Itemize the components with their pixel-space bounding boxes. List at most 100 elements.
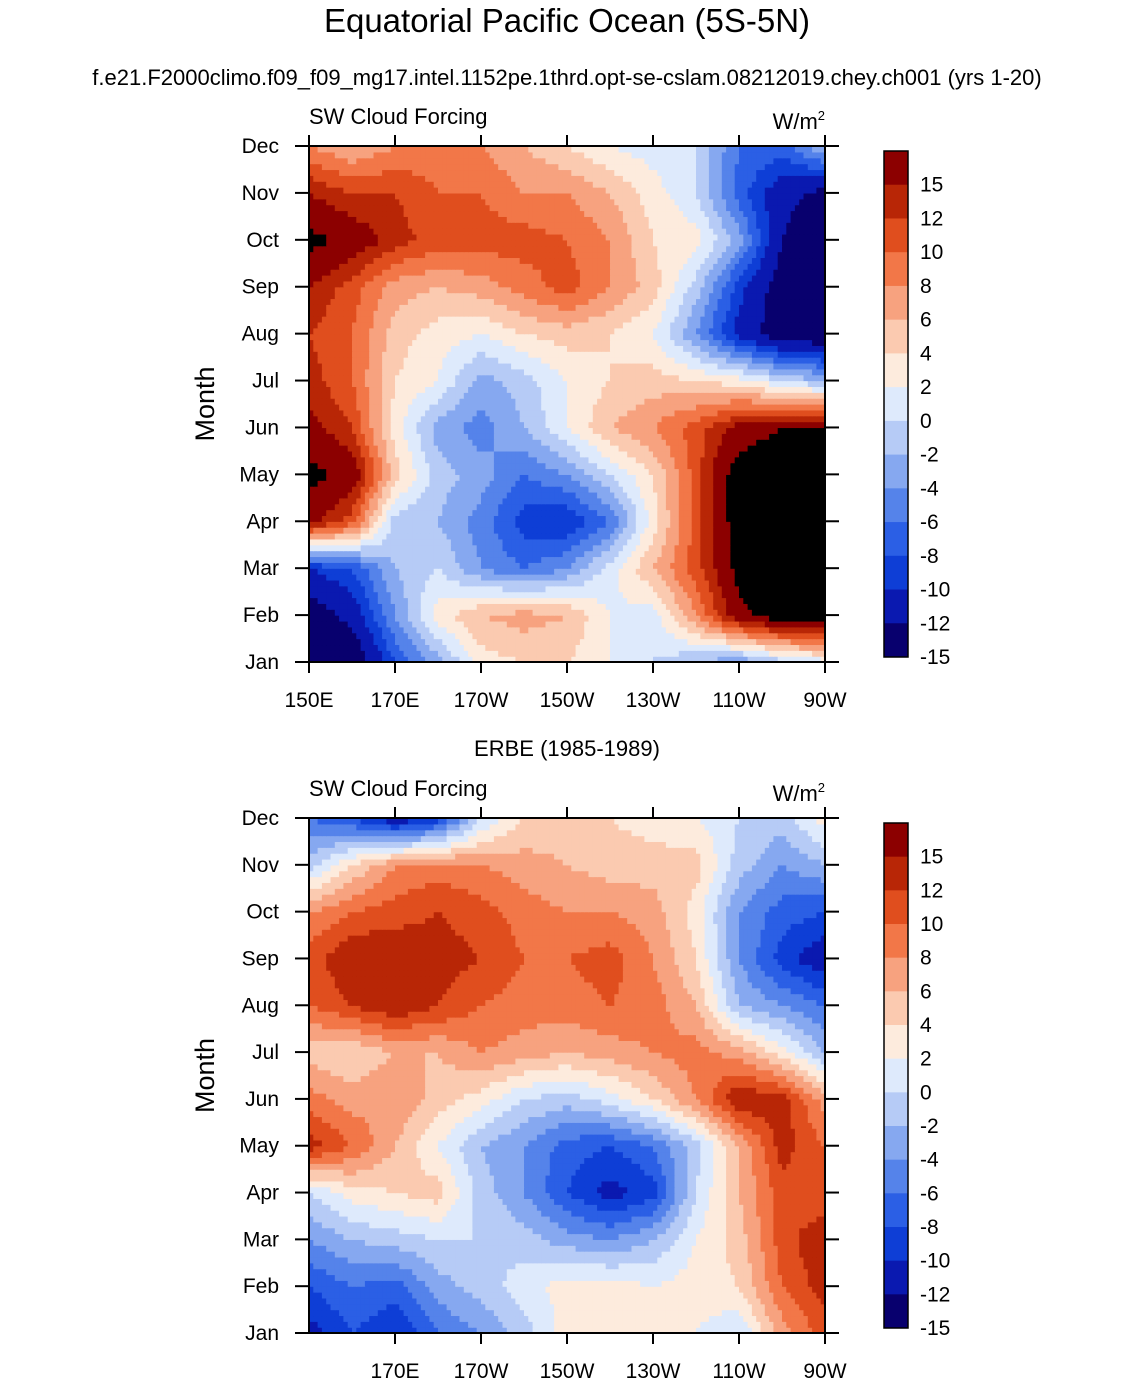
heatmap-cell (683, 439, 688, 446)
heatmap-cell (648, 603, 654, 610)
heatmap-cell (704, 544, 710, 552)
heatmap-cell (468, 503, 473, 511)
heatmap-cell (631, 556, 637, 563)
heatmap-cell (696, 491, 701, 499)
heatmap-cell (420, 421, 426, 429)
heatmap-cell (597, 562, 602, 569)
heatmap-cell (309, 474, 314, 481)
heatmap-cell (498, 609, 504, 616)
heatmap-cell (334, 603, 340, 610)
heatmap-cell (717, 556, 723, 563)
heatmap-cell (468, 538, 473, 546)
heatmap-cell (618, 491, 624, 499)
heatmap-cell (407, 562, 413, 569)
heatmap-cell (610, 480, 615, 487)
heatmap-cell (670, 638, 676, 646)
heatmap-cell (678, 527, 684, 534)
heatmap-cell (601, 474, 607, 481)
heatmap-cell (356, 480, 362, 487)
heatmap-cell (459, 456, 465, 464)
heatmap-cell (493, 474, 499, 481)
heatmap-cell (579, 638, 585, 646)
heatmap-cell (438, 486, 443, 493)
heatmap-cell (674, 503, 680, 511)
heatmap-cell (382, 515, 387, 522)
heatmap-cell (734, 591, 740, 599)
heatmap-cell (390, 533, 396, 540)
heatmap-cell (764, 462, 770, 470)
heatmap-cell (700, 439, 706, 446)
panel-1-title: f.e21.F2000climo.f09_f09_mg17.intel.1152… (92, 65, 1041, 90)
heatmap-cell (309, 433, 314, 440)
heatmap-cell (549, 462, 555, 470)
heatmap-cell (786, 515, 792, 522)
heatmap-cell (339, 638, 344, 646)
heatmap-cell (356, 615, 362, 622)
heatmap-cell (661, 644, 667, 651)
heatmap-cell (610, 626, 615, 634)
heatmap-cell (816, 585, 822, 593)
heatmap-cell (605, 480, 611, 487)
heatmap-cell (425, 533, 430, 540)
heatmap-cell (661, 579, 667, 587)
heatmap-cell (756, 644, 762, 651)
heatmap-cell (674, 597, 680, 604)
heatmap-cell (717, 644, 723, 651)
heatmap-cell (601, 497, 607, 505)
heatmap-cell (713, 632, 719, 640)
heatmap-cell (812, 562, 817, 569)
heatmap-cell (713, 656, 719, 662)
heatmap-cell (782, 609, 787, 616)
heatmap-cell (756, 527, 762, 534)
heatmap-cell (403, 626, 409, 634)
heatmap-cell (769, 450, 774, 458)
heatmap-cell (438, 656, 443, 662)
heatmap-cell (799, 544, 805, 552)
heatmap-cell (502, 544, 508, 552)
heatmap-cell (592, 462, 598, 470)
heatmap-cell (459, 620, 465, 628)
heatmap-cell (571, 538, 577, 546)
heatmap-cell (403, 474, 409, 481)
heatmap-cell (751, 568, 757, 575)
heatmap-cell (584, 538, 590, 546)
heatmap-cell (764, 544, 770, 552)
heatmap-cell (347, 562, 353, 569)
heatmap-cell (330, 450, 336, 458)
heatmap-cell (674, 626, 680, 634)
heatmap-cell (674, 650, 680, 657)
heatmap-cell (713, 456, 719, 464)
heatmap-cell (373, 445, 379, 452)
heatmap-cell (605, 650, 611, 657)
heatmap-cell (455, 638, 461, 646)
heatmap-cell (339, 515, 344, 522)
heatmap-cell (799, 427, 805, 434)
heatmap-cell (708, 491, 714, 499)
heatmap-cell (364, 450, 370, 458)
heatmap-cell (364, 585, 370, 593)
heatmap-cell (790, 533, 796, 540)
heatmap-cell (390, 503, 396, 511)
heatmap-cell (317, 638, 323, 646)
heatmap-cell (794, 445, 800, 452)
heatmap-cell (764, 450, 770, 458)
heatmap-cell (562, 556, 568, 563)
heatmap-cell (386, 609, 392, 616)
heatmap-cell (605, 544, 611, 552)
heatmap-cell (601, 445, 607, 452)
heatmap-cell (347, 503, 353, 511)
heatmap-cell (734, 497, 740, 505)
heatmap-cell (425, 491, 430, 499)
heatmap-cell (493, 556, 499, 563)
heatmap-cell (730, 538, 736, 546)
heatmap-cell (782, 521, 787, 528)
heatmap-cell (373, 538, 379, 546)
heatmap-cell (691, 527, 697, 534)
heatmap-cell (571, 439, 577, 446)
heatmap-cell (588, 474, 594, 481)
heatmap-cell (678, 456, 684, 464)
heatmap-cell (498, 480, 504, 487)
heatmap-cell (313, 456, 319, 464)
heatmap-cell (717, 480, 723, 487)
heatmap-cell (455, 456, 461, 464)
